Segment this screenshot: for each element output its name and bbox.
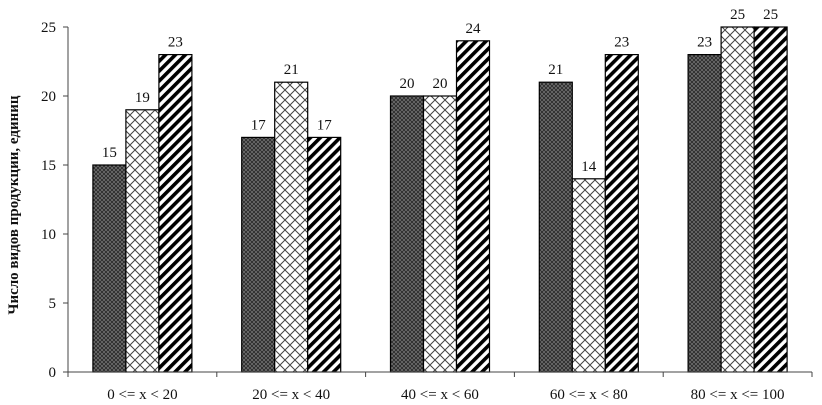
bar-stripe-2 — [307, 136, 342, 373]
bar-dense-5 — [687, 53, 722, 373]
bar-light-5 — [720, 26, 755, 373]
data-label: 24 — [466, 21, 482, 37]
y-tick-label: 25 — [41, 20, 56, 36]
x-tick-label: 0 <= x < 20 — [107, 387, 177, 403]
y-axis-label: Число видов продукции, единиц — [6, 95, 22, 314]
data-label: 19 — [135, 90, 150, 106]
data-labels: 15 19 23 17 21 17 20 20 24 21 14 23 23 25 25 — [102, 7, 778, 175]
data-label: 15 — [102, 145, 117, 161]
bar-dense-3 — [389, 95, 425, 373]
data-label: 21 — [284, 62, 299, 78]
bar-light-4 — [571, 178, 606, 373]
data-label: 17 — [251, 117, 267, 133]
data-label: 25 — [730, 7, 745, 23]
y-tick-label: 15 — [41, 158, 56, 174]
bar-stripe-5 — [753, 26, 788, 373]
data-label: 21 — [548, 62, 563, 78]
bar-stripe-3 — [455, 40, 491, 373]
data-label: 23 — [614, 35, 629, 51]
x-tick-label: 20 <= x < 40 — [252, 387, 330, 403]
bar-dense-4 — [538, 81, 573, 373]
data-label: 23 — [168, 35, 183, 51]
x-axis: 0 <= x < 20 20 <= x < 40 40 <= x < 60 60 <=… — [67, 371, 813, 403]
bars — [92, 26, 788, 373]
x-tick-label: 60 <= x < 80 — [550, 387, 628, 403]
data-label: 20 — [433, 76, 448, 92]
data-label: 25 — [763, 7, 778, 23]
bar-stripe-1 — [158, 53, 193, 373]
data-label: 23 — [697, 35, 712, 51]
bar-dense-1 — [92, 164, 127, 373]
y-axis: 0 5 10 15 20 25 — [41, 20, 69, 381]
bar-light-1 — [125, 109, 160, 373]
y-tick-label: 5 — [49, 296, 57, 312]
bar-light-2 — [274, 81, 309, 373]
x-tick-label: 40 <= x < 60 — [401, 387, 479, 403]
bar-dense-2 — [241, 136, 276, 373]
bar-light-3 — [422, 95, 458, 373]
data-label: 20 — [400, 76, 415, 92]
y-tick-label: 20 — [41, 89, 56, 105]
x-tick-label: 80 <= x <= 100 — [691, 387, 785, 403]
bar-stripe-4 — [604, 53, 639, 373]
data-label: 17 — [317, 117, 333, 133]
data-label: 14 — [581, 159, 597, 175]
y-tick-label: 10 — [41, 227, 56, 243]
y-tick-label: 0 — [49, 365, 57, 381]
